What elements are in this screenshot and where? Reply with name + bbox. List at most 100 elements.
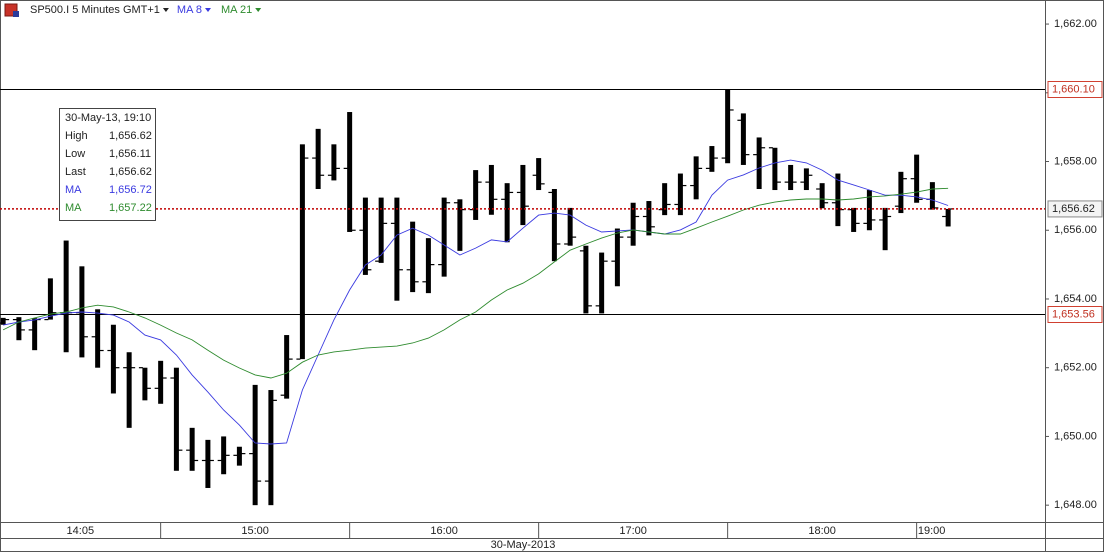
ohlc-bar [47, 278, 53, 320]
tooltip-key: MA [65, 202, 82, 214]
ohlc-bar [142, 367, 148, 401]
level-badge [1047, 306, 1103, 323]
x-tick-label: 18:00 [808, 525, 836, 537]
level-label: 1,660.10 [1052, 83, 1095, 95]
dropdown-arrow[interactable] [255, 8, 262, 12]
ohlc-bar [929, 182, 935, 210]
ohlc-bar [457, 199, 463, 251]
tooltip-key: MA [65, 184, 82, 196]
ohlc-bar [284, 335, 290, 399]
dropdown-arrow[interactable] [205, 8, 211, 12]
ohlc-bar [614, 228, 620, 287]
ohlc-bar [63, 240, 69, 353]
ohlc-bar [851, 207, 857, 232]
ohlc-bar [331, 144, 337, 181]
x-tick-label: 16:00 [430, 525, 458, 537]
x-tick-label: 15:00 [241, 525, 269, 537]
ohlc-bar [882, 207, 888, 251]
ma-line [3, 159, 949, 445]
ohlc-bar [914, 154, 920, 203]
ohlc-bar [268, 390, 274, 506]
tooltip-key: Last [65, 166, 86, 178]
last-price-badge [1047, 200, 1103, 218]
tooltip-key: Low [65, 148, 85, 160]
ohlc-bar [473, 170, 479, 220]
ohlc-bar [252, 384, 258, 506]
ohlc-bar [378, 197, 384, 263]
tooltip-value: 1,656.62 [109, 166, 152, 178]
ohlc-bar [16, 317, 22, 341]
tooltip-value: 1,656.62 [109, 130, 152, 142]
header: SP500.I 5 Minutes GMT+1 MA 8 MA 21 [4, 3, 252, 17]
ohlc-bar [756, 137, 762, 190]
y-tick-label: 1,654.00 [1054, 293, 1097, 305]
ohlc-bar [315, 128, 321, 190]
ohlc-bar [95, 309, 101, 368]
ohlc-bar [205, 439, 211, 488]
x-axis-label: 30-May-2013 [491, 539, 556, 551]
ohlc-bar [945, 208, 951, 227]
ohlc-bar [173, 367, 179, 471]
ohlc-bar [110, 324, 116, 394]
ohlc-bar [394, 197, 400, 301]
last-price-label: 1,656.62 [1052, 203, 1095, 215]
ohlc-bar [630, 202, 636, 246]
y-tick-label: 1,648.00 [1054, 499, 1097, 511]
y-tick-label: 1,650.00 [1054, 430, 1097, 442]
ma-line [2, 187, 949, 379]
ohlc-bar [362, 197, 368, 275]
ohlc-bar [677, 173, 683, 216]
ohlc-bar [866, 190, 872, 231]
ohlc-bar [504, 183, 510, 243]
y-tick-label: 1,652.00 [1054, 362, 1097, 374]
ohlc-bar [410, 221, 416, 293]
ohlc-bar [788, 164, 794, 191]
ohlc-bar [488, 164, 494, 215]
tooltip-value: 1,657.22 [109, 202, 152, 214]
ohlc-bar [551, 189, 557, 262]
tooltip: 30-May-13, 19:10 High 1,656.62 Low 1,656.11 L… [59, 108, 156, 221]
ohlc-bar [740, 113, 746, 165]
ohlc-bar [221, 436, 227, 475]
ohlc-bar [693, 156, 699, 200]
chart-title[interactable]: SP500.I 5 Minutes GMT+1 [30, 4, 160, 16]
ohlc-bar [32, 318, 38, 351]
tooltip-key: High [65, 130, 88, 142]
ohlc-bar [567, 207, 573, 246]
ohlc-bar [158, 360, 164, 404]
x-tick-label: 14:05 [67, 525, 95, 537]
ohlc-bar [236, 446, 242, 466]
legend-entry[interactable]: MA 21 [221, 4, 252, 16]
x-tick-label: 19:00 [918, 525, 946, 537]
ohlc-bar [425, 238, 431, 294]
y-tick-label: 1,658.00 [1054, 155, 1097, 167]
y-tick-label: 1,662.00 [1054, 18, 1097, 30]
legend-entry[interactable]: MA 8 [177, 4, 202, 16]
ohlc-bar [299, 144, 305, 360]
x-tick-label: 17:00 [619, 525, 647, 537]
ohlc-bar [126, 352, 132, 428]
ohlc-bar [347, 112, 353, 232]
ohlc-bar [709, 146, 715, 172]
ohlc-bar [441, 197, 447, 277]
ohlc-bar [819, 183, 825, 209]
ohlc-bar [520, 164, 526, 226]
tooltip-value: 1,656.72 [109, 184, 152, 196]
ohlc-bar [189, 427, 195, 471]
dropdown-arrow[interactable] [162, 8, 169, 12]
ohlc-bar [725, 89, 731, 164]
level-badge [1047, 81, 1103, 98]
tooltip-box [59, 108, 156, 221]
ohlc-bar [898, 171, 904, 214]
ohlc-bar [536, 158, 542, 191]
tooltip-title: 30-May-13, 19:10 [65, 112, 151, 124]
ohlc-bar [662, 183, 668, 216]
instrument-icon [13, 11, 19, 17]
tooltip-value: 1,656.11 [109, 148, 151, 160]
ohlc-bar [599, 252, 605, 314]
ohlc-bar [772, 147, 778, 191]
ohlc-bar [583, 245, 589, 314]
y-tick-label: 1,656.00 [1054, 224, 1097, 236]
